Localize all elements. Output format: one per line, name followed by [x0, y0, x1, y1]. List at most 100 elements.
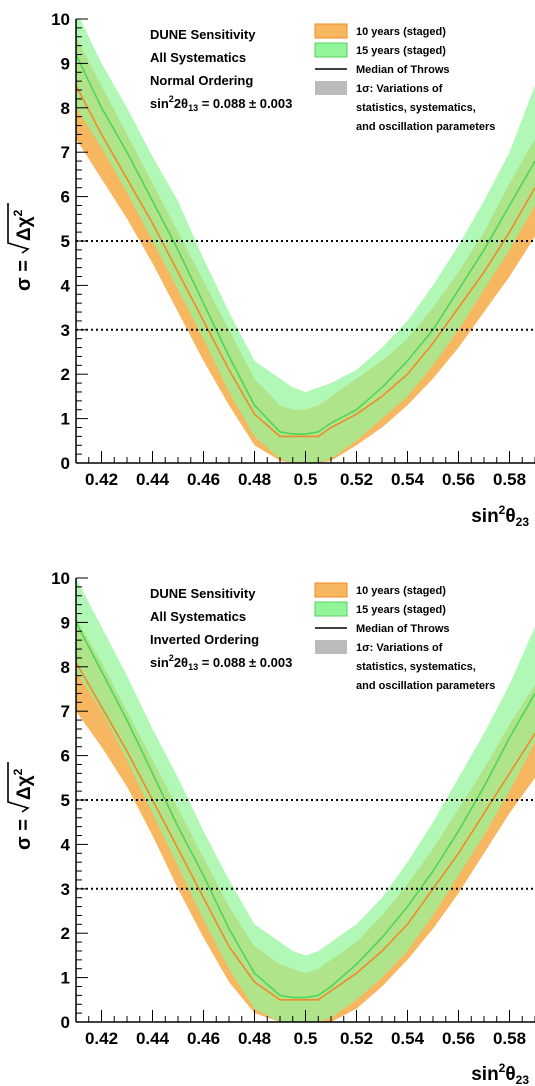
x-tick-label: 0.56	[442, 1029, 475, 1048]
y-axis-label-text: σ =	[13, 819, 35, 850]
info-line: DUNE Sensitivity	[150, 586, 256, 601]
legend-swatch-gray	[315, 640, 347, 654]
legend-label: 15 years (staged)	[356, 45, 446, 57]
y-label-delta-chi: Δχ	[14, 216, 35, 241]
band-15yr	[76, 19, 535, 463]
band-15yr	[76, 578, 535, 1022]
plot-area	[76, 578, 535, 1022]
y-tick-label: 5	[61, 791, 70, 810]
x-label-superscript: 2	[499, 503, 506, 517]
y-label-superscript: 2	[11, 768, 25, 775]
plot-area	[76, 19, 535, 463]
info-line: Normal Ordering	[150, 73, 253, 88]
y-tick-label: 10	[51, 569, 70, 588]
y-tick-label: 3	[61, 321, 70, 340]
y-tick-label: 3	[61, 880, 70, 899]
y-tick-label: 2	[61, 924, 70, 943]
sqrt-sign	[7, 762, 30, 813]
chart-panel-1: 0.42 0.44 0.46 0.48 0.5 0.52 0.54 0.56 0.5801234…	[7, 10, 535, 529]
y-tick-label: 6	[61, 747, 70, 766]
theta13-value: = 0.088 ± 0.003	[198, 655, 292, 670]
legend: 10 years (staged) 15 years (staged) Median…	[314, 582, 495, 692]
theta13-text: sin22θ13 = 0.088 ± 0.003	[150, 94, 292, 113]
y-axis-label-text: σ =	[13, 260, 35, 291]
y-tick-label: 4	[61, 276, 71, 295]
y-tick-label: 1	[61, 410, 70, 429]
x-tick-label: 0.54	[391, 1029, 425, 1048]
x-tick-label: 0.44	[136, 1029, 170, 1048]
x-label-theta: θ	[505, 1064, 515, 1085]
y-tick-label: 9	[61, 613, 70, 632]
legend-label: 15 years (staged)	[356, 604, 446, 616]
legend-label: Median of Throws	[356, 623, 450, 635]
legend: 10 years (staged) 15 years (staged) Median…	[314, 23, 495, 133]
y-tick-label: 0	[61, 1013, 70, 1032]
median-line-10yr	[76, 662, 535, 1001]
legend-label: and oscillation parameters	[356, 680, 495, 692]
x-tick-label: 0.46	[187, 470, 220, 489]
legend-label: 1σ: Variations of	[356, 83, 443, 95]
y-tick-label: 1	[61, 969, 70, 988]
x-axis-label: sin2θ23	[471, 1061, 529, 1086]
info-line: Inverted Ordering	[150, 632, 259, 647]
legend-label: 10 years (staged)	[356, 585, 446, 597]
x-tick-label: 0.58	[493, 1029, 526, 1048]
y-tick-label: 7	[61, 143, 70, 162]
theta13-sub: 13	[188, 103, 198, 113]
y-axis-label: σ = Δχ2	[7, 203, 35, 291]
theta13-text: sin22θ13 = 0.088 ± 0.003	[150, 653, 292, 672]
legend-label: 1σ: Variations of	[356, 642, 443, 654]
y-tick-label: 8	[61, 99, 70, 118]
median-line-10yr	[76, 85, 535, 438]
median-line-15yr	[76, 54, 535, 435]
legend-label: statistics, systematics,	[356, 102, 476, 114]
info-line: All Systematics	[150, 609, 246, 624]
info-line: All Systematics	[150, 50, 246, 65]
theta13-2theta: 2θ	[174, 655, 188, 670]
y-axis-label: σ = Δχ2	[7, 762, 35, 850]
theta13-sin: sin	[150, 96, 169, 111]
x-tick-label: 0.56	[442, 470, 475, 489]
x-label-subscript: 23	[516, 515, 530, 529]
legend-swatch	[314, 582, 348, 598]
y-tick-label: 8	[61, 658, 70, 677]
x-axis-label: sin2θ23	[471, 503, 529, 529]
legend-label: statistics, systematics,	[356, 661, 476, 673]
y-tick-label: 10	[51, 10, 70, 29]
y-label-radicand: Δχ2	[11, 209, 35, 241]
x-tick-label: 0.52	[340, 470, 373, 489]
y-tick-label: 0	[61, 454, 70, 473]
y-label-prefix: σ =	[13, 819, 35, 850]
y-label-delta-chi: Δχ	[14, 775, 35, 800]
legend-swatch-gray	[315, 81, 347, 95]
x-tick-label: 0.5	[294, 1029, 318, 1048]
sqrt-sign	[7, 203, 30, 254]
legend-label: 10 years (staged)	[356, 26, 446, 38]
x-tick-label: 0.42	[85, 470, 118, 489]
x-tick-label: 0.48	[238, 1029, 271, 1048]
legend-label: and oscillation parameters	[356, 121, 495, 133]
median-line-15yr	[76, 622, 535, 999]
y-tick-label: 2	[61, 365, 70, 384]
y-label-superscript: 2	[11, 209, 25, 216]
x-tick-label: 0.44	[136, 470, 170, 489]
legend-swatch	[314, 601, 348, 617]
y-label-radicand: Δχ2	[11, 768, 35, 800]
theta13-value: = 0.088 ± 0.003	[198, 96, 292, 111]
legend-label: Median of Throws	[356, 64, 450, 76]
x-label-subscript: 23	[516, 1073, 530, 1086]
theta13-sup: 2	[169, 653, 174, 663]
chart-panel-2: 0.42 0.44 0.46 0.48 0.5 0.52 0.54 0.56 0.5801234…	[7, 569, 535, 1086]
x-label-superscript: 2	[499, 1061, 506, 1075]
x-tick-label: 0.42	[85, 1029, 118, 1048]
legend-swatch	[314, 42, 348, 58]
y-tick-label: 4	[61, 835, 71, 854]
y-tick-label: 5	[61, 232, 70, 251]
x-tick-label: 0.58	[493, 470, 526, 489]
x-tick-label: 0.5	[294, 470, 318, 489]
x-label-sin: sin	[471, 506, 498, 527]
x-label-sin: sin	[471, 1064, 498, 1085]
y-label-prefix: σ =	[13, 260, 35, 291]
x-label-theta: θ	[505, 506, 515, 527]
